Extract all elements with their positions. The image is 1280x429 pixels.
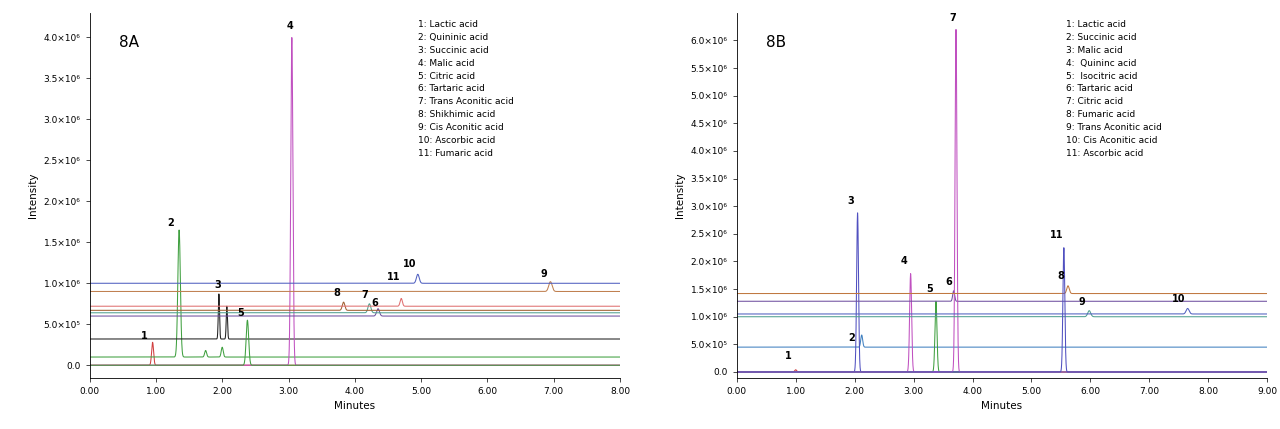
X-axis label: Minutes: Minutes — [982, 401, 1023, 411]
Text: 4: 4 — [900, 256, 908, 266]
Text: 6: 6 — [946, 277, 952, 287]
Text: 1: 1 — [141, 332, 147, 341]
Text: 3: 3 — [847, 196, 854, 206]
Text: 5: 5 — [927, 284, 933, 293]
Text: 4: 4 — [287, 21, 293, 31]
Text: 11: 11 — [1050, 230, 1062, 241]
Y-axis label: Intensity: Intensity — [28, 172, 38, 218]
Text: 7: 7 — [950, 13, 956, 23]
Text: 2: 2 — [168, 218, 174, 227]
Text: 10: 10 — [1172, 294, 1185, 304]
Text: 1: Lactic acid
2: Quininic acid
3: Succinic acid
4: Malic acid
5: Citric acid
6:: 1: Lactic acid 2: Quininic acid 3: Succi… — [419, 20, 515, 158]
Text: 1: Lactic acid
2: Succinic acid
3: Malic acid
4:  Quininc acid
5:  Isocitric aci: 1: Lactic acid 2: Succinic acid 3: Malic… — [1066, 20, 1161, 158]
X-axis label: Minutes: Minutes — [334, 401, 375, 411]
Text: 8A: 8A — [119, 35, 138, 50]
Text: 1: 1 — [785, 351, 791, 361]
Text: 9: 9 — [540, 269, 547, 279]
Text: 3: 3 — [214, 280, 221, 290]
Text: 6: 6 — [371, 298, 378, 308]
Text: 8: 8 — [334, 288, 340, 298]
Y-axis label: Intensity: Intensity — [675, 172, 685, 218]
Text: 10: 10 — [402, 259, 416, 269]
Text: 7: 7 — [361, 290, 369, 300]
Text: 8B: 8B — [765, 35, 786, 50]
Text: 8: 8 — [1057, 271, 1065, 281]
Text: 2: 2 — [849, 333, 855, 343]
Text: 5: 5 — [237, 308, 244, 318]
Text: 11: 11 — [387, 272, 401, 282]
Text: 9: 9 — [1078, 297, 1085, 307]
